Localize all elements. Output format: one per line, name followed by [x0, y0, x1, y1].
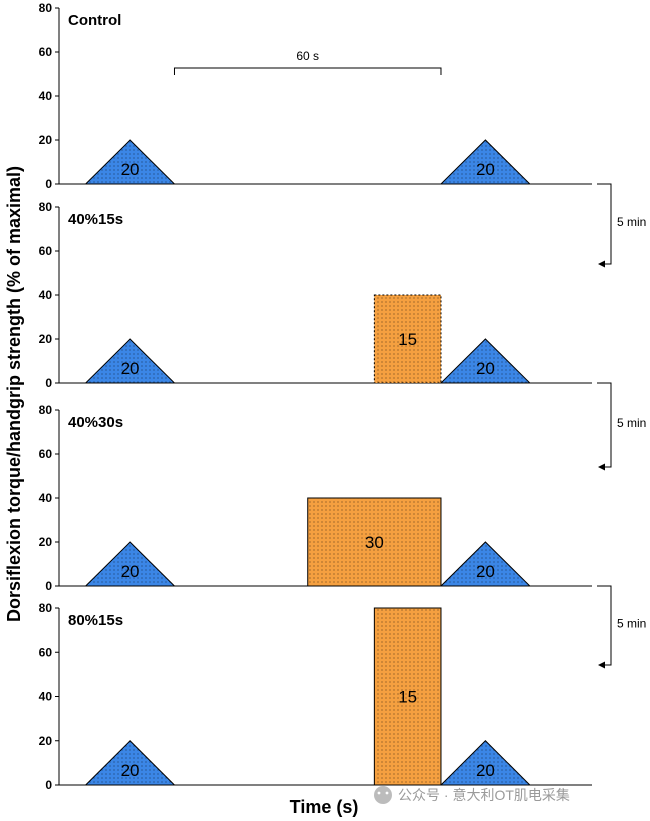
triangle-texture: [440, 740, 530, 785]
bar-texture: [307, 498, 441, 586]
y-tick-label: 60: [39, 244, 53, 258]
y-tick-label: 60: [39, 447, 53, 461]
y-axis-label: Dorsiflexion torque/handgrip strength (%…: [4, 166, 24, 622]
rest-label: 5 min: [617, 416, 646, 430]
panel-3: 0 20 40 60 80 40%30s 30 20 20: [39, 403, 592, 593]
y-tick-label: 20: [39, 535, 53, 549]
rest-label: 5 min: [617, 617, 646, 631]
bar-label: 15: [398, 688, 417, 707]
panel-2: 0 20 40 60 80 40%15s 15 20 20: [39, 200, 592, 390]
rest-arrow: [597, 382, 612, 468]
panel-4: 0 20 40 60 80 80%15s 15 20 20: [39, 601, 592, 792]
triangle-label: 20: [476, 359, 495, 378]
triangle-label: 20: [476, 160, 495, 179]
bar-texture: [374, 608, 441, 785]
triangle-texture: [440, 339, 530, 383]
triangle-texture: [85, 140, 175, 184]
rest-arrowhead: [598, 463, 605, 471]
triangle-label: 20: [121, 160, 140, 179]
triangle-label: 20: [121, 562, 140, 581]
triangle-texture: [85, 740, 175, 785]
panel-title: 80%15s: [68, 612, 123, 629]
interval-label: 60 s: [296, 49, 319, 63]
y-tick-label: 40: [39, 89, 53, 103]
triangle-texture: [85, 339, 175, 383]
y-tick-label: 60: [39, 45, 53, 59]
triangle-label: 20: [121, 761, 140, 780]
y-tick-label: 80: [39, 200, 53, 214]
rest-arrowhead: [598, 260, 605, 268]
triangle-label: 20: [476, 562, 495, 581]
bar-label: 15: [398, 330, 417, 349]
y-tick-label: 80: [39, 403, 53, 417]
watermark-text: 公众号 · 意大利OT肌电采集: [398, 787, 570, 803]
y-tick-label: 20: [39, 734, 53, 748]
y-tick-label: 40: [39, 288, 53, 302]
y-tick-label: 60: [39, 645, 53, 659]
panel-title: Control: [68, 12, 121, 29]
y-tick-label: 40: [39, 690, 53, 704]
annotations: 60 s 5 min 5 min 5 min: [173, 49, 646, 669]
y-tick-label: 20: [39, 332, 53, 346]
interval-bracket: [173, 67, 442, 75]
rest-arrowhead: [598, 661, 605, 669]
rest-label: 5 min: [617, 215, 646, 229]
triangle-texture: [440, 140, 530, 184]
y-tick-label: 0: [45, 778, 52, 792]
bar-texture: [374, 295, 441, 383]
y-tick-label: 80: [39, 1, 53, 15]
triangle-texture: [440, 542, 530, 586]
y-tick-label: 40: [39, 491, 53, 505]
panels: 0 20 40 60 80 Control 20 20 0 20 40 60 80 40%15s 15 20 2…: [39, 1, 592, 792]
panel-title: 40%15s: [68, 211, 123, 228]
panel-1: 0 20 40 60 80 Control 20 20: [39, 1, 592, 191]
y-tick-label: 0: [45, 177, 52, 191]
rest-arrow: [597, 183, 612, 265]
panel-title: 40%30s: [68, 414, 123, 431]
triangle-texture: [85, 542, 175, 586]
y-tick-label: 20: [39, 133, 53, 147]
triangle-label: 20: [476, 761, 495, 780]
rest-arrow: [597, 585, 612, 666]
x-axis-label: Time (s): [290, 797, 359, 817]
y-tick-label: 80: [39, 601, 53, 615]
triangle-label: 20: [121, 359, 140, 378]
y-tick-label: 0: [45, 579, 52, 593]
watermark: 公众号 · 意大利OT肌电采集: [374, 786, 570, 804]
bar-label: 30: [365, 533, 384, 552]
y-tick-label: 0: [45, 376, 52, 390]
